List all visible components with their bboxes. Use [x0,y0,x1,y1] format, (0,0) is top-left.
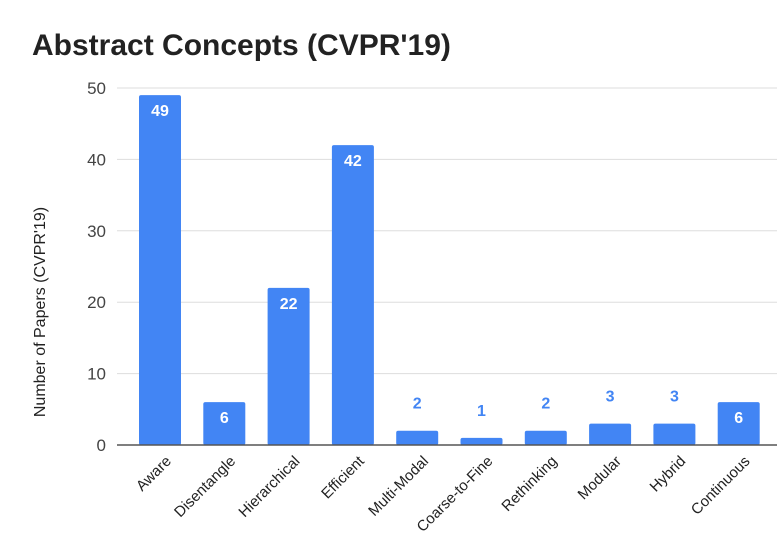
x-tick-label: Hierarchical [235,453,303,521]
y-tick-label: 0 [97,436,106,455]
data-label: 1 [477,403,486,420]
bar [717,402,760,445]
y-tick-label: 30 [87,222,106,241]
x-tick-label: Hybrid [647,453,690,496]
y-axis-label: Number of Papers (CVPR'19) [32,207,49,417]
x-tick-label: Rethinking [498,453,560,515]
x-tick-label: Aware [133,453,175,495]
x-tick-label: Modular [575,453,625,503]
y-tick-label: 40 [87,150,106,169]
data-label: 22 [280,296,298,313]
bar [203,402,246,445]
data-labels: 49 6 22 42 2 1 2 3 3 6 [151,103,743,427]
x-tick-label: Efficient [318,452,368,502]
data-label: 42 [344,153,362,170]
y-tick-label: 50 [87,79,106,98]
data-label: 49 [151,103,169,120]
data-label: 6 [734,410,743,427]
bar [267,287,310,445]
x-tick-label: Disentangle [171,453,239,521]
bar [396,430,439,445]
bar [139,95,181,445]
bar [524,430,567,445]
gridlines [117,87,777,375]
bar [653,423,696,445]
y-tick-label: 20 [87,293,106,312]
data-label: 3 [606,389,615,406]
x-tick-label: Continuous [688,453,754,519]
data-label: 3 [670,389,679,406]
data-label: 2 [413,396,422,413]
y-axis-ticks: 0 10 20 30 40 50 [87,79,106,455]
x-tick-label: Multi-Modal [365,453,432,520]
bars [139,95,760,445]
y-tick-label: 10 [87,365,106,384]
bar [589,423,632,445]
bar [331,145,374,445]
bar [460,437,503,445]
data-label: 6 [220,410,229,427]
data-label: 2 [541,396,550,413]
chart-title: Abstract Concepts (CVPR'19) [32,29,451,62]
